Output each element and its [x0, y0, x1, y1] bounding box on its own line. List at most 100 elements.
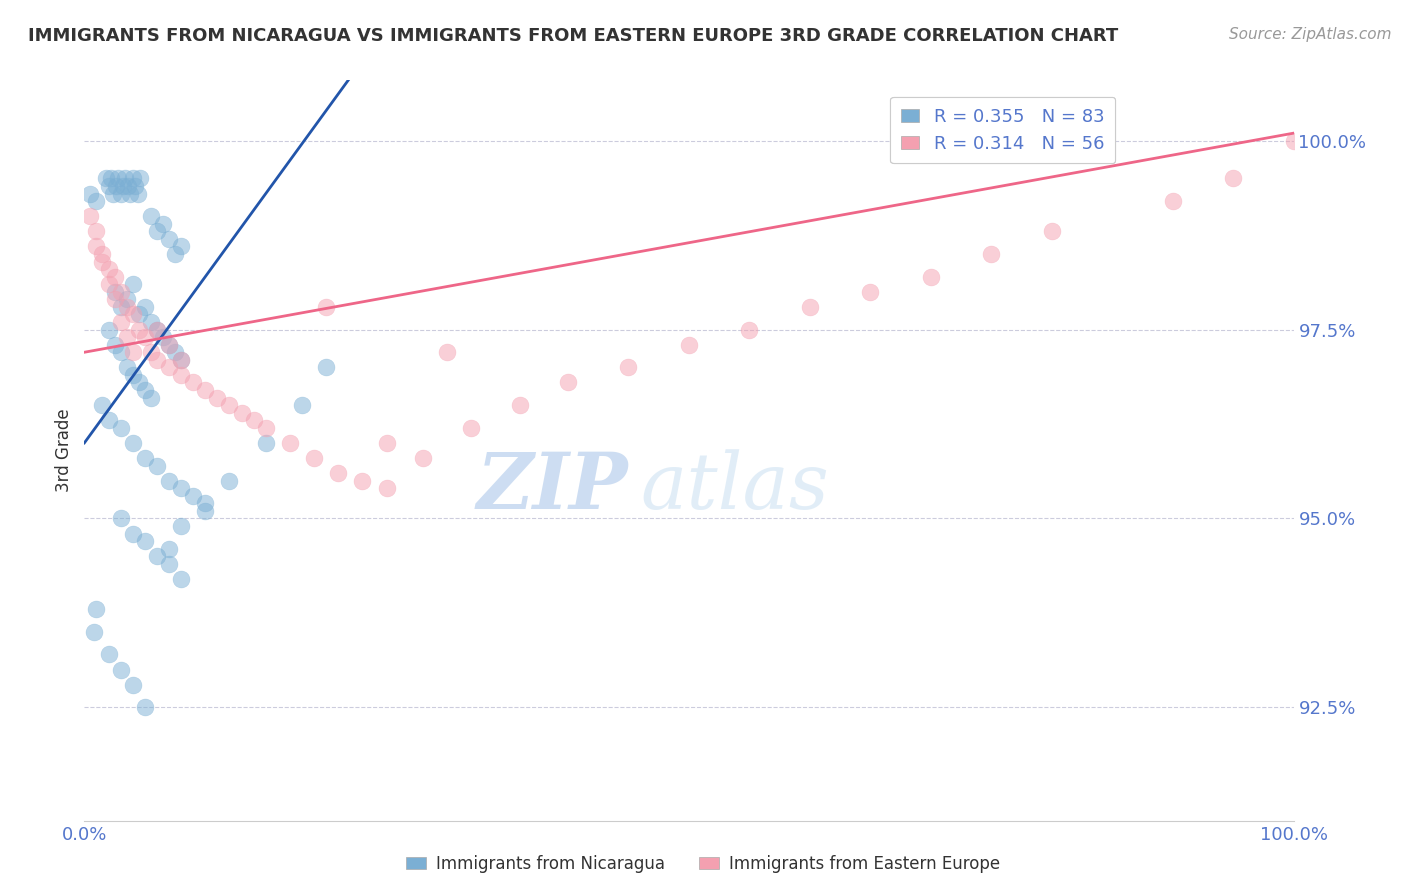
- Point: [121, 345, 143, 359]
- Point: [352, 474, 374, 488]
- Point: [97, 277, 120, 292]
- Point: [181, 489, 204, 503]
- Point: [460, 421, 482, 435]
- Point: [115, 293, 138, 307]
- Point: [128, 376, 150, 390]
- Point: [139, 209, 162, 223]
- Point: [121, 526, 143, 541]
- Point: [115, 300, 138, 314]
- Point: [509, 398, 531, 412]
- Point: [117, 179, 139, 194]
- Point: [121, 308, 143, 322]
- Point: [170, 519, 193, 533]
- Point: [127, 186, 149, 201]
- Point: [328, 466, 350, 480]
- Point: [170, 481, 193, 495]
- Point: [121, 171, 143, 186]
- Point: [207, 391, 229, 405]
- Point: [146, 458, 169, 473]
- Point: [91, 247, 114, 261]
- Point: [678, 337, 700, 351]
- Point: [291, 398, 314, 412]
- Point: [194, 383, 217, 397]
- Point: [152, 330, 174, 344]
- Text: Source: ZipAtlas.com: Source: ZipAtlas.com: [1229, 27, 1392, 42]
- Point: [79, 209, 101, 223]
- Point: [412, 450, 434, 465]
- Point: [146, 224, 169, 238]
- Point: [157, 337, 180, 351]
- Point: [157, 541, 180, 556]
- Y-axis label: 3rd Grade: 3rd Grade: [55, 409, 73, 492]
- Point: [124, 179, 146, 194]
- Point: [134, 383, 156, 397]
- Point: [157, 337, 180, 351]
- Point: [436, 345, 458, 359]
- Point: [110, 421, 132, 435]
- Point: [91, 398, 114, 412]
- Point: [157, 360, 180, 375]
- Point: [91, 254, 114, 268]
- Point: [104, 269, 127, 284]
- Point: [110, 663, 132, 677]
- Point: [79, 186, 101, 201]
- Point: [617, 360, 640, 375]
- Point: [128, 308, 150, 322]
- Point: [121, 277, 143, 292]
- Point: [97, 322, 120, 336]
- Point: [139, 315, 162, 329]
- Point: [170, 572, 193, 586]
- Point: [104, 337, 127, 351]
- Point: [104, 293, 127, 307]
- Point: [157, 232, 180, 246]
- Point: [152, 217, 174, 231]
- Point: [110, 285, 132, 299]
- Point: [110, 300, 132, 314]
- Point: [97, 413, 120, 427]
- Point: [920, 269, 942, 284]
- Point: [218, 474, 240, 488]
- Point: [146, 352, 169, 367]
- Point: [254, 421, 277, 435]
- Point: [1161, 194, 1184, 209]
- Point: [980, 247, 1002, 261]
- Point: [375, 481, 398, 495]
- Point: [218, 398, 240, 412]
- Point: [139, 345, 162, 359]
- Point: [1282, 134, 1305, 148]
- Point: [83, 624, 105, 639]
- Point: [302, 450, 325, 465]
- Point: [100, 171, 122, 186]
- Text: IMMIGRANTS FROM NICARAGUA VS IMMIGRANTS FROM EASTERN EUROPE 3RD GRADE CORRELATIO: IMMIGRANTS FROM NICARAGUA VS IMMIGRANTS …: [28, 27, 1118, 45]
- Point: [315, 300, 337, 314]
- Point: [121, 368, 143, 382]
- Point: [1040, 224, 1063, 238]
- Point: [1222, 171, 1244, 186]
- Point: [94, 171, 117, 186]
- Point: [112, 179, 135, 194]
- Point: [86, 224, 108, 238]
- Point: [134, 700, 156, 714]
- Point: [97, 179, 120, 194]
- Point: [110, 345, 132, 359]
- Point: [242, 413, 264, 427]
- Point: [129, 171, 152, 186]
- Point: [110, 315, 132, 329]
- Point: [97, 648, 120, 662]
- Point: [170, 239, 193, 253]
- Point: [104, 285, 127, 299]
- Point: [128, 322, 150, 336]
- Point: [315, 360, 337, 375]
- Point: [278, 436, 301, 450]
- Point: [104, 179, 127, 194]
- Point: [254, 436, 277, 450]
- Point: [121, 436, 143, 450]
- Point: [139, 391, 162, 405]
- Point: [110, 511, 132, 525]
- Point: [165, 247, 187, 261]
- Point: [86, 602, 108, 616]
- Point: [170, 368, 193, 382]
- Point: [134, 450, 156, 465]
- Point: [86, 194, 108, 209]
- Point: [121, 678, 143, 692]
